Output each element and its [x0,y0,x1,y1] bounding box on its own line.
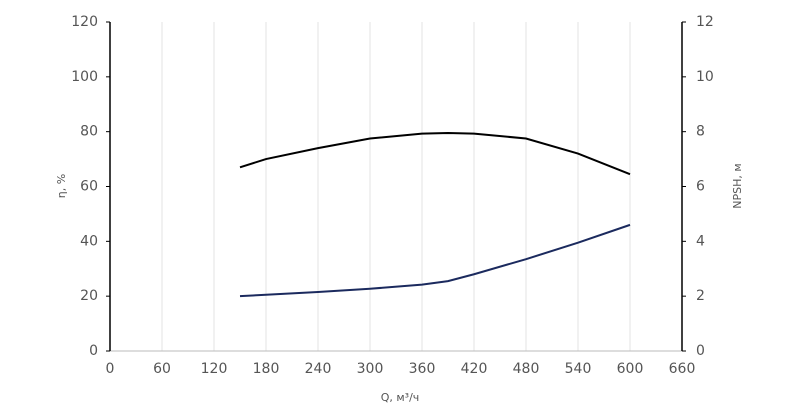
y2-tick-label: 2 [696,288,705,304]
y-tick-label: 120 [71,14,98,30]
y-axis-label: η, % [55,174,68,198]
x-tick-label: 660 [669,361,696,377]
x-tick-label: 360 [409,361,436,377]
x-tick-label: 480 [513,361,540,377]
series-line [239,132,631,176]
x-axis-label: Q, м³/ч [381,391,420,404]
y-tick-label: 20 [80,288,98,304]
y2-tick-label: 12 [696,14,714,30]
y-tick-label: 60 [80,179,98,195]
y-tick-label: 80 [80,124,98,140]
y2-tick-label: 8 [696,124,705,140]
x-tick-label: 120 [201,361,228,377]
y-tick-label: 0 [89,343,98,359]
y2-tick-label: 4 [696,233,705,249]
y2-tick-label: 0 [696,343,705,359]
x-tick-label: 420 [461,361,488,377]
x-tick-label: 180 [253,361,280,377]
x-tick-label: 600 [617,361,644,377]
x-tick-label: 300 [357,361,384,377]
y2-tick-label: 6 [696,179,705,195]
y-tick-label: 100 [71,69,98,85]
x-tick-label: 540 [565,361,592,377]
x-tick-label: 0 [106,361,115,377]
y2-tick-label: 10 [696,69,714,85]
y-tick-label: 40 [80,233,98,249]
x-tick-label: 240 [305,361,332,377]
y2-axis-label: NPSH, м [731,163,744,208]
series-line [239,223,631,298]
x-tick-label: 60 [153,361,171,377]
